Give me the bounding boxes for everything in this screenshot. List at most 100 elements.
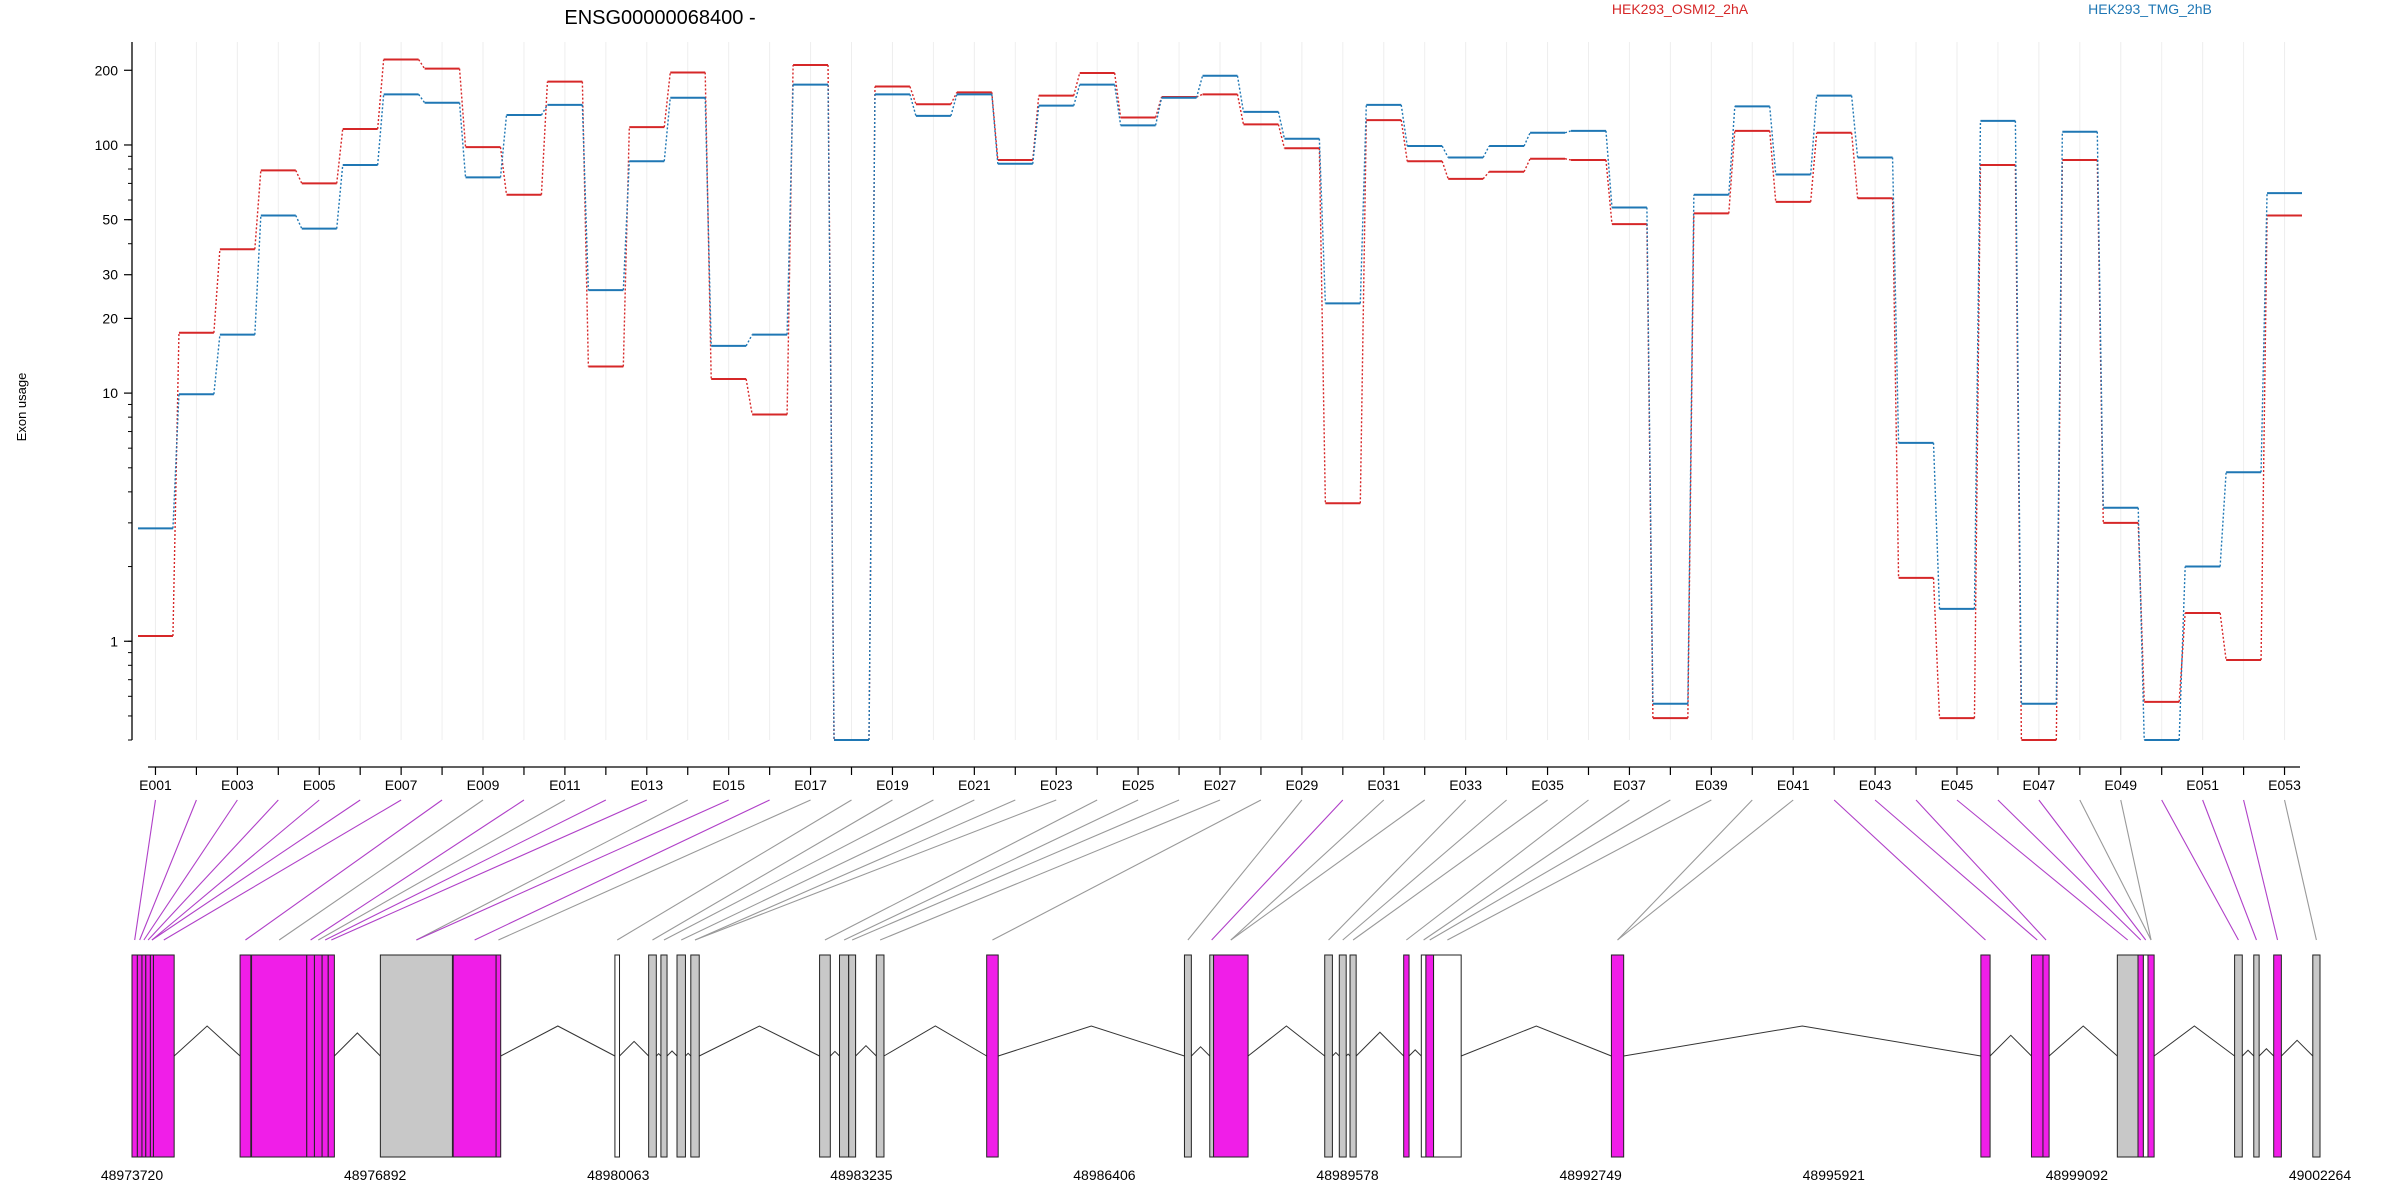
genomic-tick-label: 48999092 [2046,1167,2109,1183]
vertical-grid [154,42,2286,740]
series-connector [1687,194,1695,704]
exon-box [152,954,175,1158]
exon-connector [2243,799,2279,941]
series-connector [1564,158,1572,161]
x-tick-label: E017 [794,777,827,793]
exon-connector [416,799,729,941]
exon-box [2273,954,2282,1158]
exon-box [1403,954,1410,1158]
series-connector [1359,120,1368,504]
exon-box [141,954,147,1158]
series-connector [909,94,917,117]
exon-box [2234,954,2243,1158]
series-connector [418,59,426,70]
exon-connector [992,799,1262,941]
exon-box [986,954,999,1158]
exon-connector [2038,799,2147,941]
exon-connector [147,799,279,941]
exon-box [1213,954,1249,1158]
series-connector [1482,171,1490,180]
intron-line [1623,1025,1981,1057]
exon-box [1610,954,1625,1158]
exon-connector [1230,799,1385,941]
series-connector [1236,94,1245,125]
exon-connector [1328,799,1467,941]
y-tick-label: 10 [102,385,118,401]
y-tick-label: 20 [102,310,118,326]
series-connector [827,84,835,741]
series-connector [1891,198,1900,578]
exon-connector [498,799,811,941]
series-connector [1154,97,1163,126]
intron-line [699,1025,820,1057]
exon-connector [310,799,525,941]
exon-connector [652,799,893,941]
series-connector [336,128,344,184]
exon-connector [2202,799,2257,941]
exon-connector [1342,799,1507,941]
x-tick-label: E043 [1859,777,1892,793]
y-tick-label: 200 [95,62,119,78]
exon-box [2142,954,2149,1158]
exon-box [848,954,857,1158]
exon-box [1338,954,1347,1158]
exon-box [2147,954,2155,1158]
series-connector [1073,72,1081,96]
x-tick-label: E025 [1122,777,1155,793]
series-connector [1032,95,1040,161]
exon-connector [1617,799,1753,941]
x-tick-label: E053 [2268,777,2301,793]
series-connector [1523,132,1531,147]
intron-line [1345,1053,1351,1057]
genomic-tick-label: 48983235 [830,1167,893,1183]
series-connector [540,81,549,195]
series-connector [1318,148,1327,504]
series-connector [2260,215,2268,661]
exon-connector [245,799,443,941]
exon-connector [151,799,361,941]
exon-box [1349,954,1357,1158]
series-connector [254,170,262,250]
exon-box [495,954,502,1158]
series-connector [909,86,917,105]
series-connector [1809,132,1818,202]
genomic-tick-label: 48992749 [1559,1167,1622,1183]
exon-connector [694,799,1016,941]
exon-box [452,954,497,1158]
exon-connector [416,799,688,941]
series-connector [213,249,221,333]
y-tick-label: 30 [102,267,118,283]
x-tick-label: E045 [1941,777,1974,793]
genomic-tick-label: 48989578 [1316,1167,1379,1183]
x-axis: E001 E003 E005 E007 E009 E011 E013 E015 E017 E019… [139,766,2301,793]
series-connector [1113,72,1122,118]
x-tick-label: E039 [1695,777,1728,793]
series-connector [1523,158,1531,173]
series-connector [1646,207,1654,704]
genomic-ticks: 48973720 48976892 48980063 48983235 48986406… [101,1167,2352,1183]
exon-connector [1423,799,1630,941]
intron-line [2241,1049,2255,1057]
gene-model [131,954,2321,1158]
series-connector [2219,472,2227,567]
legend-entry-2: HEK293_TMG_2hB [2088,1,2212,17]
exon-connector [616,799,852,941]
exon-box [1183,954,1192,1158]
intron-line [655,1052,662,1057]
intron-line [1355,1031,1405,1057]
exon-connector [474,799,770,941]
x-tick-label: E041 [1777,777,1810,793]
series-connector [1891,157,1900,443]
x-tick-label: E009 [467,777,500,793]
series-connector [2178,566,2186,741]
series-connector [2137,507,2145,741]
series-lines [138,58,2302,741]
series-connector [1113,84,1122,126]
series-connector [2219,612,2227,661]
series-connector [704,97,712,346]
series-connector [295,170,303,184]
series-connector [2055,131,2064,704]
series-connector [499,147,508,195]
x-tick-label: E035 [1531,777,1564,793]
exon-box [2042,954,2050,1158]
